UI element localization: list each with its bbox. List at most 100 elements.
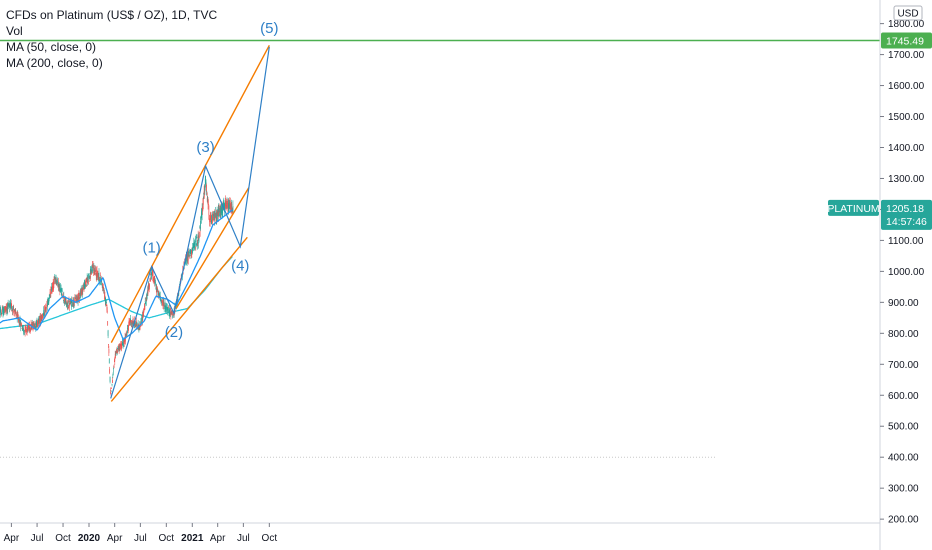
candle [101,282,103,289]
candle [65,297,67,305]
candle [125,333,126,345]
candle [79,290,81,300]
channel-lower-line[interactable] [110,236,248,402]
candle [81,288,82,297]
candle [170,310,172,315]
channel-upper-line[interactable] [110,44,270,343]
currency-label[interactable]: USD [893,5,923,21]
candle [143,308,144,317]
candle [225,195,226,209]
time-axis[interactable]: Apr Jul Oct 2020 Apr Jul Oct 2021 Apr Jul Oct [4,523,278,544]
candle [227,200,229,215]
candle [52,282,53,292]
legend-ma200[interactable]: MA (200, close, 0) [6,56,103,70]
candle [3,306,5,314]
candle [3,309,4,317]
candle [64,300,65,306]
candle [172,313,173,319]
candle [202,198,204,212]
candle [162,298,164,310]
candle [5,303,7,314]
candle [232,200,234,214]
candle [195,235,196,247]
candle [168,307,170,317]
candle [55,278,57,286]
candle [50,294,51,299]
svg-text:Apr: Apr [107,533,123,544]
candle [10,300,12,312]
candle [83,282,85,293]
candle [140,324,142,327]
candle [210,212,212,221]
candle [67,300,68,310]
channel-lines[interactable] [110,44,270,402]
candle [216,206,218,222]
candle [156,287,158,290]
candle [161,299,163,303]
candle [85,284,87,287]
symbol-tag[interactable]: PLATINUM [827,199,880,216]
candle [215,212,217,219]
candle [187,248,189,265]
wave-path[interactable] [110,46,270,399]
price-tick: 1300.00 [880,174,925,185]
legend-ma50[interactable]: MA (50, close, 0) [6,40,97,54]
wave-label: (2) [165,324,183,341]
candle [201,211,203,219]
candle [211,212,213,224]
candle [45,303,47,313]
candle [105,301,107,306]
candle [83,282,84,289]
time-tick: Apr [107,523,123,544]
candle [81,287,83,294]
candle [203,185,205,197]
candle [119,343,120,352]
elliott-wave-lines[interactable]: (1) (2) (3) (4) (5) [110,20,279,399]
ma50-line[interactable] [0,209,233,341]
candle [116,348,118,356]
candle [122,339,124,349]
candle [229,200,231,213]
candle [43,306,45,318]
svg-text:1745.49: 1745.49 [886,36,924,48]
candle [3,306,5,316]
svg-text:900.00: 900.00 [888,298,919,309]
candle [0,307,1,318]
candle [177,297,179,302]
candle [204,184,205,199]
legend-volume[interactable]: Vol [6,24,23,38]
candle [156,284,158,298]
candle [8,303,10,307]
candle [87,274,88,286]
candle [14,308,16,311]
candle [173,314,175,318]
candle [99,276,100,282]
candle [169,307,171,318]
candle [89,275,91,280]
candle [26,326,28,336]
candle [29,327,31,333]
candle [91,270,92,275]
price-axis[interactable]: 1800.00 1700.00 1600.00 1500.00 1400.00 1300.… [879,0,925,550]
channel-middle-line[interactable] [175,187,250,309]
candle [84,279,85,290]
candle [123,340,124,345]
candle [60,284,62,292]
price-tick: 400.00 [880,453,919,464]
candle [147,286,148,297]
candle [208,204,210,220]
candle [193,242,194,252]
candle [57,277,59,292]
candle [206,190,208,196]
candle [4,306,6,315]
candle [30,326,31,332]
candle [160,297,162,304]
candle [116,349,117,354]
candle [20,323,22,328]
candle [119,343,121,350]
candle [69,300,71,306]
symbol-title[interactable]: CFDs on Platinum (US$ / OZ), 1D, TVC [6,8,218,22]
candle [76,293,78,303]
candle [130,315,131,326]
